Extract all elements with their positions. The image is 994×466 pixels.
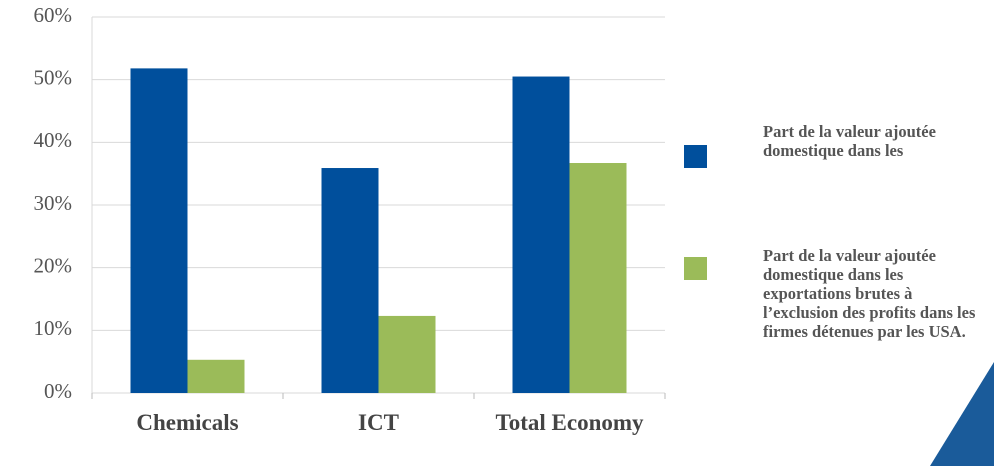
y-tick-label: 30%: [34, 191, 73, 215]
bar: [321, 168, 379, 393]
x-tick-label: Chemicals: [136, 410, 239, 435]
bar: [569, 163, 627, 393]
legend-label: Part de la valeur ajoutée domestique dan…: [763, 246, 976, 341]
y-tick-label: 20%: [34, 253, 73, 277]
legend-swatch: [684, 145, 707, 168]
y-tick-label: 40%: [34, 128, 73, 152]
bar: [187, 359, 245, 393]
y-tick-label: 0%: [44, 379, 72, 403]
y-tick-label: 60%: [34, 3, 73, 27]
legend-label: Part de la valeur ajoutée domestique dan…: [763, 122, 936, 160]
legend-swatch: [684, 257, 707, 280]
x-tick-label: Total Economy: [495, 410, 644, 435]
decoration: [930, 362, 994, 466]
bar: [130, 68, 188, 394]
bar: [378, 315, 436, 393]
y-tick-label: 10%: [34, 316, 73, 340]
bar: [512, 76, 570, 394]
y-tick-label: 50%: [34, 65, 73, 89]
x-tick-label: ICT: [358, 410, 399, 435]
